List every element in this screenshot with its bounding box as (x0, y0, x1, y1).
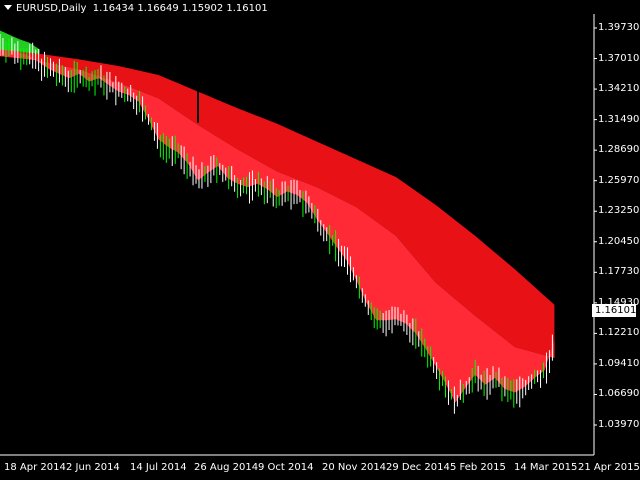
time-tick-label: 18 Apr 2014 (4, 462, 66, 473)
time-tick-label: 9 Oct 2014 (258, 462, 314, 473)
price-tick-label: 1.12210 (598, 327, 640, 339)
current-price-label: 1.16101 (592, 304, 636, 317)
time-tick-label: 20 Nov 2014 (322, 462, 387, 473)
price-tick-label: 1.31490 (598, 113, 640, 125)
time-tick-label: 14 Mar 2015 (514, 462, 578, 473)
cloud-inner-band (0, 43, 555, 403)
ohlc-values: 1.16434 1.16649 1.15902 1.16101 (92, 3, 268, 14)
price-tick-label: 1.39730 (598, 22, 640, 33)
chart-header: EURUSD,Daily 1.16434 1.16649 1.15902 1.1… (4, 3, 268, 14)
time-tick-label: 21 Apr 2015 (578, 462, 640, 473)
price-tick-label: 1.09410 (598, 357, 640, 369)
menu-triangle-icon[interactable] (4, 5, 12, 10)
price-tick-label: 1.28690 (598, 144, 640, 156)
time-tick-label: 26 Aug 2014 (194, 462, 259, 473)
time-tick-label: 5 Feb 2015 (450, 462, 506, 473)
time-tick-label: 2 Jun 2014 (66, 462, 120, 473)
symbol-label: EURUSD,Daily (16, 3, 87, 14)
time-tick-label: 14 Jul 2014 (130, 462, 187, 473)
price-tick-label: 1.20450 (598, 235, 640, 247)
price-tick-label: 1.14930 (598, 296, 640, 308)
price-axis-ticks (594, 27, 597, 426)
price-tick-label: 1.03970 (598, 419, 640, 430)
cloud-outer-band (0, 49, 555, 359)
price-tick-label: 1.34210 (598, 83, 640, 95)
price-tick-label: 1.06690 (598, 388, 640, 400)
price-tick-label: 1.23250 (598, 205, 640, 217)
time-tick-label: 29 Dec 2014 (386, 462, 450, 473)
price-tick-label: 1.25970 (598, 174, 640, 186)
price-bars (0, 33, 553, 414)
price-tick-label: 1.17730 (598, 266, 640, 278)
price-tick-label: 1.37010 (598, 52, 640, 64)
